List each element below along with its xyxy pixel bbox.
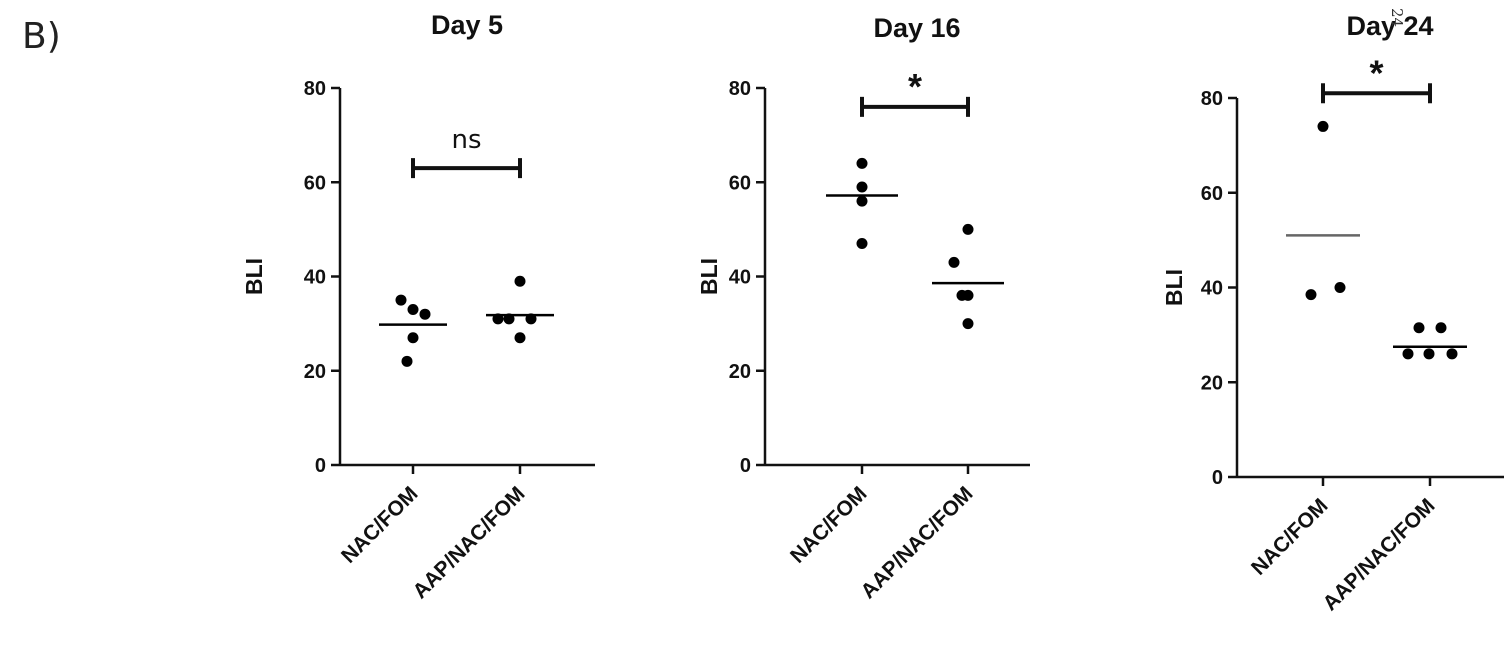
data-point — [407, 303, 419, 315]
y-tick-label: 20 — [729, 361, 751, 383]
data-point — [956, 289, 968, 301]
y-tick-label: 0 — [1212, 467, 1223, 489]
y-tick-label: 20 — [304, 361, 326, 383]
data-point — [856, 157, 868, 169]
y-tick-label: 0 — [740, 455, 751, 477]
x-tick-label: AAP/NAC/FOM — [856, 482, 977, 603]
data-point — [1446, 348, 1458, 360]
data-point — [962, 318, 974, 330]
chart-title: Day 16 — [873, 13, 960, 43]
data-point — [492, 313, 504, 325]
x-tick-label: NAC/FOM — [1247, 494, 1333, 580]
data-point — [1317, 120, 1329, 132]
data-point — [856, 181, 868, 193]
panel-label: B) — [22, 16, 61, 57]
data-point — [962, 223, 974, 235]
y-tick-label: 20 — [1201, 372, 1223, 394]
y-tick-label: 60 — [304, 172, 326, 194]
y-tick-label: 40 — [1201, 278, 1223, 300]
data-point — [419, 308, 431, 320]
chart-title: Day 24 — [1346, 11, 1433, 41]
data-point — [948, 256, 960, 268]
data-point — [1423, 348, 1435, 360]
chart-title: Day 5 — [431, 10, 503, 40]
corner-note: 24 — [1388, 8, 1406, 27]
y-tick-label: 80 — [1201, 88, 1223, 110]
data-point — [503, 313, 515, 325]
x-tick-label: NAC/FOM — [786, 482, 872, 568]
y-tick-label: 80 — [304, 78, 326, 100]
data-point — [514, 275, 526, 287]
x-tick-label: AAP/NAC/FOM — [408, 482, 529, 603]
data-point — [525, 313, 537, 325]
data-point — [1435, 322, 1447, 334]
y-axis-label: BLI — [241, 258, 267, 295]
y-tick-label: 80 — [729, 78, 751, 100]
data-point — [514, 332, 526, 344]
y-tick-label: 60 — [1201, 183, 1223, 205]
x-tick-label: AAP/NAC/FOM — [1318, 494, 1439, 615]
y-tick-label: 40 — [729, 267, 751, 289]
significance-label: * — [1369, 52, 1383, 93]
y-tick-label: 40 — [304, 267, 326, 289]
significance-label: * — [908, 66, 922, 107]
data-point — [407, 332, 419, 344]
y-tick-label: 60 — [729, 172, 751, 194]
x-tick-label: NAC/FOM — [337, 482, 423, 568]
data-point — [1402, 348, 1414, 360]
y-axis-label: BLI — [1161, 269, 1187, 306]
data-point — [1334, 282, 1346, 293]
data-point — [1305, 289, 1317, 301]
data-point — [856, 195, 868, 207]
y-axis-label: BLI — [696, 258, 722, 295]
data-point — [1413, 322, 1425, 334]
data-point — [856, 238, 868, 250]
significance-label: ns — [451, 125, 481, 155]
data-point — [395, 294, 407, 306]
data-point — [401, 355, 413, 367]
y-tick-label: 0 — [315, 455, 326, 477]
